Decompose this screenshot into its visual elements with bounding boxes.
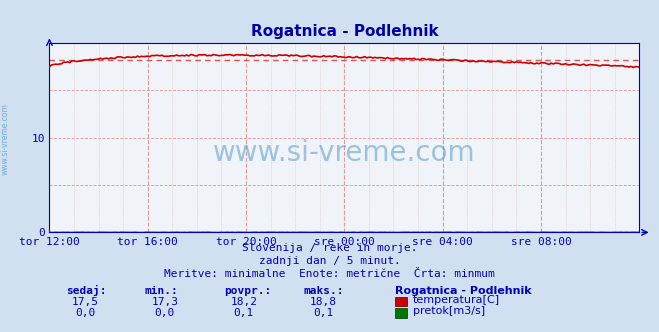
Title: Rogatnica - Podlehnik: Rogatnica - Podlehnik — [250, 24, 438, 39]
Text: zadnji dan / 5 minut.: zadnji dan / 5 minut. — [258, 256, 401, 266]
Text: 0,0: 0,0 — [155, 308, 175, 318]
Text: 17,5: 17,5 — [72, 297, 99, 307]
Text: povpr.:: povpr.: — [224, 286, 272, 296]
Text: Meritve: minimalne  Enote: metrične  Črta: minmum: Meritve: minimalne Enote: metrične Črta:… — [164, 269, 495, 279]
Text: pretok[m3/s]: pretok[m3/s] — [413, 306, 484, 316]
Text: 17,3: 17,3 — [152, 297, 178, 307]
Text: maks.:: maks.: — [303, 286, 343, 296]
Text: www.si-vreme.com: www.si-vreme.com — [213, 139, 476, 167]
Text: 0,0: 0,0 — [76, 308, 96, 318]
Text: temperatura[C]: temperatura[C] — [413, 295, 500, 305]
Text: min.:: min.: — [145, 286, 179, 296]
Text: www.si-vreme.com: www.si-vreme.com — [1, 104, 10, 175]
Text: 18,2: 18,2 — [231, 297, 257, 307]
Text: 18,8: 18,8 — [310, 297, 336, 307]
Text: 0,1: 0,1 — [313, 308, 333, 318]
Text: Slovenija / reke in morje.: Slovenija / reke in morje. — [242, 243, 417, 253]
Text: sedaj:: sedaj: — [66, 285, 106, 296]
Text: 0,1: 0,1 — [234, 308, 254, 318]
Text: Rogatnica - Podlehnik: Rogatnica - Podlehnik — [395, 286, 532, 296]
